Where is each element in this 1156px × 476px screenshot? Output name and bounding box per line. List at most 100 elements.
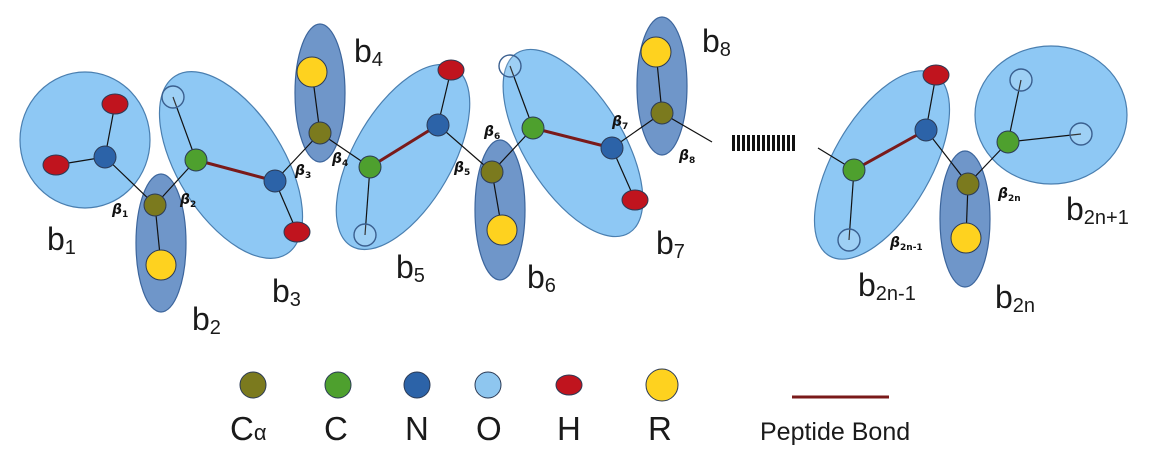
- continuation-dash: [792, 135, 795, 151]
- group-labels: b1 b2 b3 b4 b5 b6 b7 b8 b2n-1 b2n b2n+1: [47, 23, 1129, 339]
- r-atom: [640, 36, 672, 68]
- r-atom: [145, 249, 177, 281]
- r-atom: [296, 56, 328, 88]
- continuation-dash: [747, 135, 750, 151]
- beta-label-2n-1: β2n-1: [889, 235, 923, 253]
- continuation-dash: [787, 135, 790, 151]
- continuation-dash: [752, 135, 755, 151]
- c-alpha-atom: [143, 193, 167, 217]
- legend-swatch-r: [645, 368, 679, 402]
- continuation-dash: [772, 135, 775, 151]
- beta-label-8: β8: [678, 148, 695, 166]
- r-atom: [486, 214, 518, 246]
- c-alpha-atom: [650, 101, 674, 125]
- n-atom: [600, 136, 624, 160]
- o-atom: [837, 228, 861, 252]
- peptide-bond: [369, 123, 439, 169]
- group-b1-ellipse: [19, 71, 151, 209]
- legend-swatch-h: [555, 374, 583, 396]
- beta-label-2: β2: [179, 192, 196, 210]
- legend-label-r: R: [648, 410, 672, 447]
- legend-label-o: O: [476, 410, 502, 447]
- group-b3-ellipse: [158, 71, 304, 259]
- n-atom: [914, 118, 938, 142]
- h-atom: [621, 189, 649, 211]
- n-atom: [426, 113, 450, 137]
- continuation-dash: [732, 135, 735, 151]
- o-atom: [1069, 122, 1093, 146]
- h-atom: [101, 93, 129, 115]
- c-atom: [996, 130, 1020, 154]
- legend-swatch-n: [403, 371, 431, 399]
- group-label-b8: b8: [702, 23, 731, 61]
- beta-label-6: β6: [483, 124, 500, 142]
- legend-label-n: N: [405, 410, 429, 447]
- c-alpha-atom: [480, 160, 504, 184]
- legend-swatch-o: [474, 371, 502, 399]
- legend-swatch-c-alpha: [239, 371, 267, 399]
- beta-label-3: β3: [294, 163, 311, 181]
- group-b6-ellipse: [474, 139, 526, 281]
- group-b2n-ellipse: [939, 150, 991, 288]
- o-atom: [498, 54, 522, 78]
- group-b8-ellipse: [636, 16, 688, 156]
- c-atom: [358, 155, 382, 179]
- c-alpha-atom: [308, 121, 332, 145]
- legend-swatches: [239, 368, 679, 402]
- atoms: [42, 36, 1093, 281]
- continuation-dash: [767, 135, 770, 151]
- legend: Cα C N O H R Peptide Bond: [230, 368, 910, 447]
- group-label-b2n: b2n: [995, 279, 1035, 317]
- group-label-b2: b2: [192, 301, 221, 339]
- beta-label-5: β5: [453, 160, 470, 178]
- group-label-b4: b4: [354, 33, 383, 71]
- legend-label-h: H: [557, 410, 581, 447]
- o-atom: [1009, 68, 1033, 92]
- beta-labels: β1 β2 β3 β4 β5 β6 β7 β8 β2n-1 β2n: [111, 114, 1021, 253]
- group-label-b7: b7: [656, 225, 685, 263]
- c-atom: [842, 158, 866, 182]
- r-atom: [950, 222, 982, 254]
- n-atom: [93, 145, 117, 169]
- h-atom: [437, 59, 465, 81]
- group-label-b2n-1: b2n-1: [858, 267, 916, 305]
- beta-label-2n: β2n: [997, 186, 1021, 204]
- o-atom: [353, 223, 377, 247]
- beta-label-7: β7: [611, 114, 628, 132]
- peptide-bond: [195, 158, 276, 183]
- legend-label-c-alpha: Cα: [230, 410, 267, 447]
- continuation-dash: [742, 135, 745, 151]
- h-atom: [922, 64, 950, 86]
- group-b7-ellipse: [502, 48, 644, 238]
- group-label-b5: b5: [396, 249, 425, 287]
- continuation-dash: [782, 135, 785, 151]
- continuation-dash: [737, 135, 740, 151]
- beta-label-1: β1: [111, 202, 128, 220]
- legend-swatch-c: [324, 371, 352, 399]
- bond: [437, 124, 493, 173]
- group-label-b1: b1: [47, 221, 76, 259]
- bond: [104, 156, 156, 206]
- peptide-bond: [853, 128, 927, 172]
- group-b2n+1-ellipse: [974, 45, 1128, 185]
- c-atom: [521, 116, 545, 140]
- continuation-dash: [777, 135, 780, 151]
- peptide-bond: [532, 126, 613, 150]
- h-atom: [283, 221, 311, 243]
- bond: [1007, 133, 1082, 143]
- beta-label-4: β4: [331, 151, 348, 169]
- o-atom: [161, 85, 185, 109]
- group-label-b6: b6: [527, 259, 556, 297]
- group-label-b2n+1: b2n+1: [1066, 191, 1129, 229]
- c-alpha-atom: [956, 172, 980, 196]
- legend-label-peptide-bond: Peptide Bond: [760, 418, 910, 446]
- c-atom: [184, 148, 208, 172]
- group-label-b3: b3: [272, 273, 301, 311]
- continuation-dash: [757, 135, 760, 151]
- chain-continuation-dashes: [732, 135, 795, 151]
- continuation-dash: [762, 135, 765, 151]
- h-atom: [42, 154, 70, 176]
- legend-label-c: C: [324, 410, 348, 447]
- n-atom: [263, 169, 287, 193]
